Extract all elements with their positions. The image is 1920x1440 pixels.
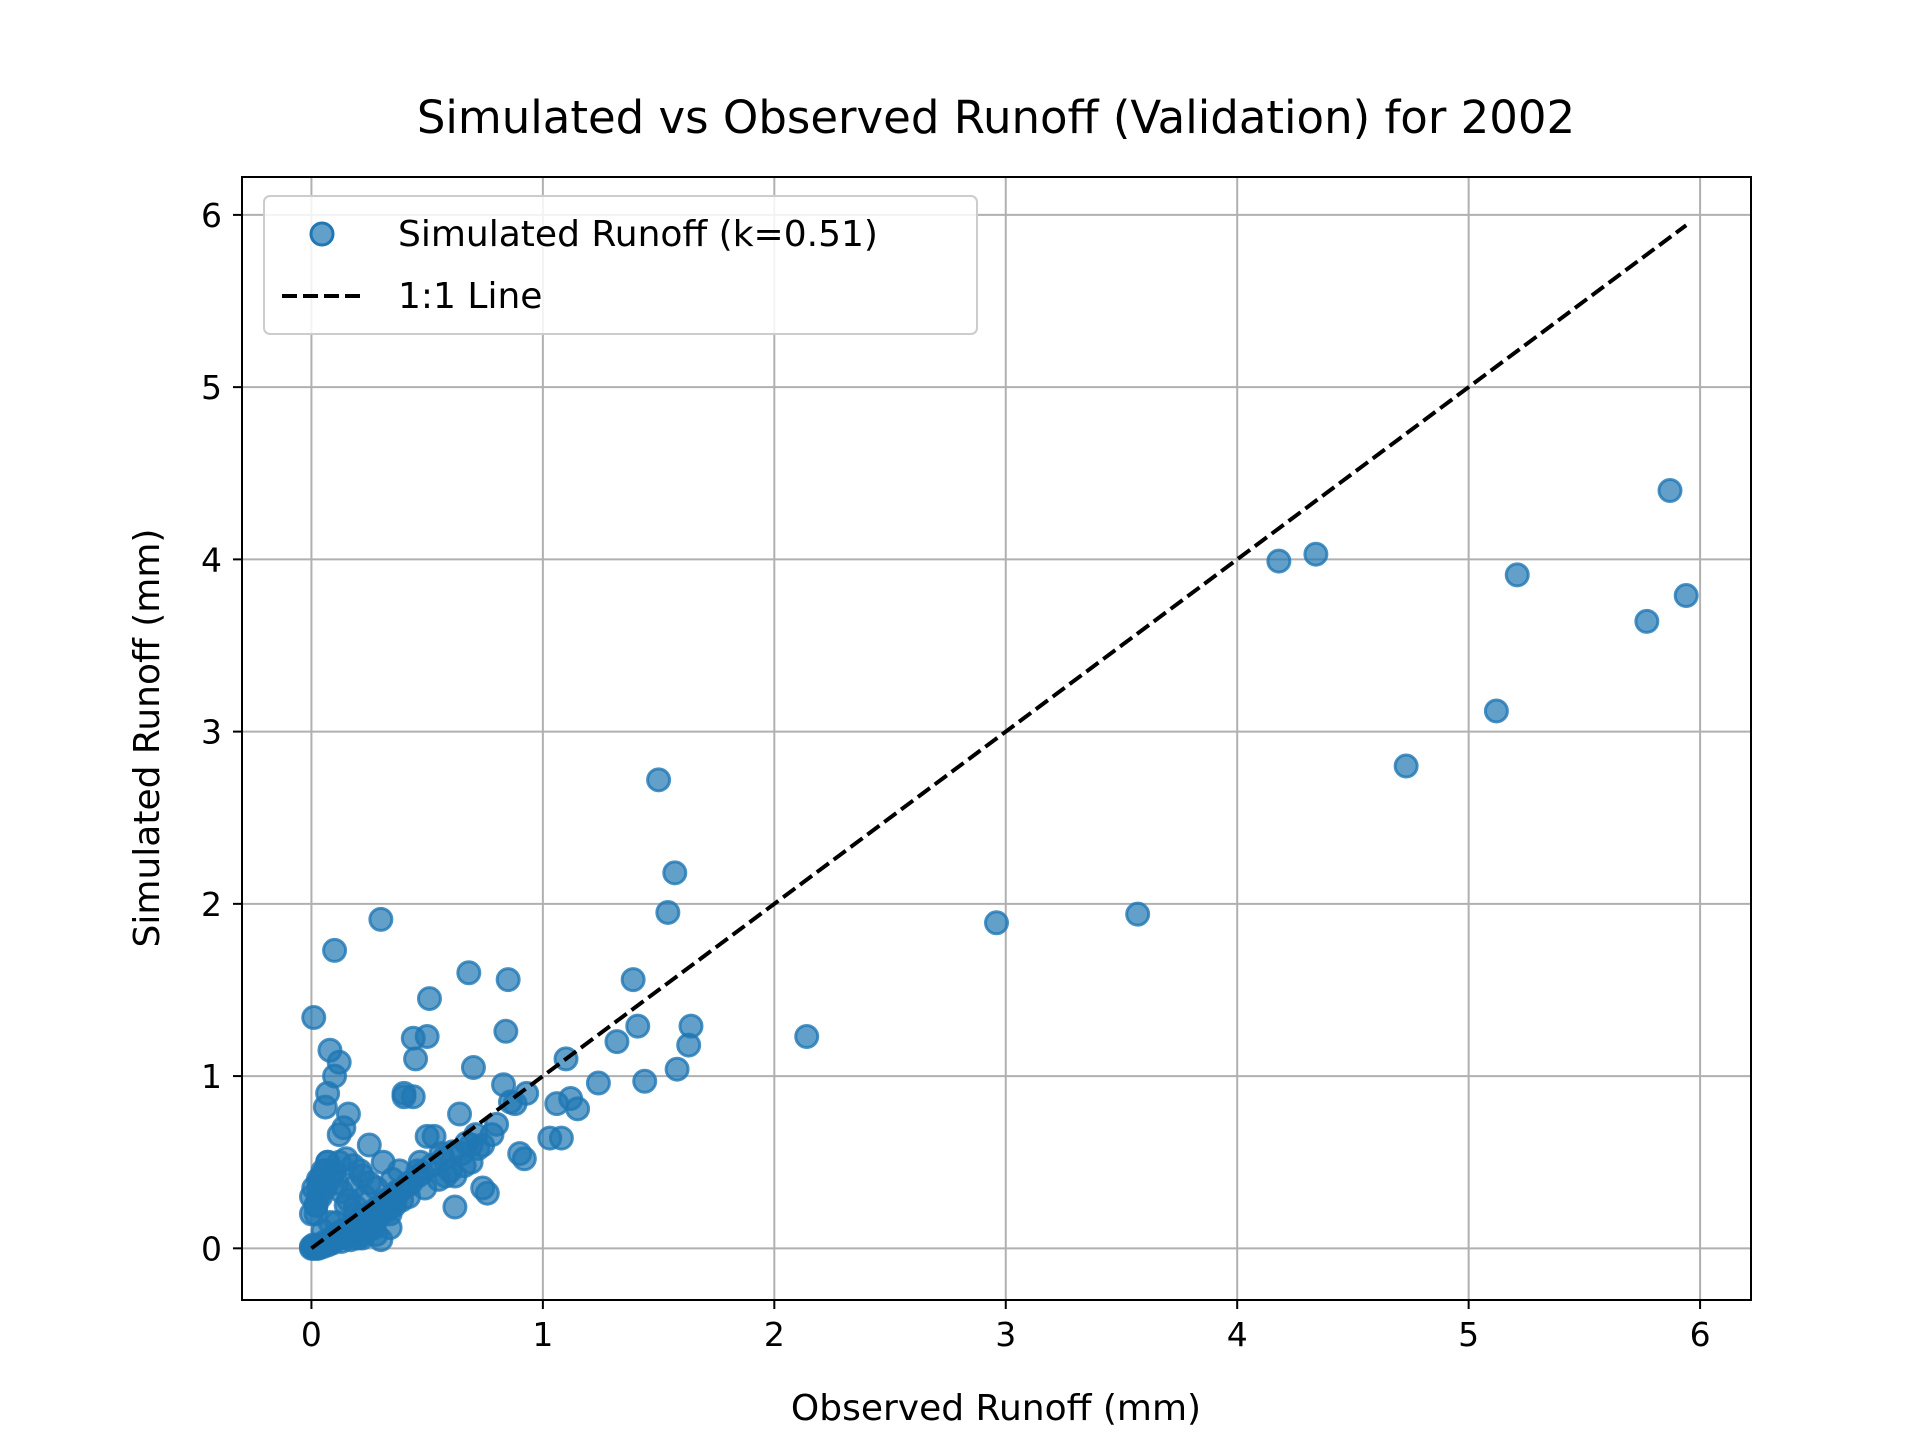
legend-scatter-marker [309, 221, 335, 247]
x-axis-label: Observed Runoff (mm) [791, 1388, 1201, 1429]
scatter-point [585, 1070, 611, 1096]
x-tick-label: 5 [1458, 1315, 1479, 1354]
x-tick-label: 4 [1227, 1315, 1248, 1354]
scatter-point [322, 937, 348, 963]
scatter-point [511, 1146, 537, 1172]
scatter-point [315, 1080, 341, 1106]
scatter-point [646, 767, 672, 793]
scatter-point [537, 1125, 563, 1151]
scatter-point [1125, 901, 1151, 927]
y-tick-label: 5 [201, 368, 222, 407]
plot-area-frame [241, 176, 1752, 1301]
scatter-point [984, 910, 1009, 936]
scatter-point [460, 1054, 486, 1080]
scatter-point [370, 1149, 396, 1175]
scatter-point [447, 1101, 473, 1127]
y-tick-label: 2 [201, 885, 222, 924]
y-tick-label: 1 [201, 1057, 222, 1096]
scatter-point [326, 1122, 352, 1148]
scatter-point [403, 1046, 429, 1072]
scatter-point [662, 860, 688, 886]
x-tick-label: 1 [532, 1315, 553, 1354]
scatter-point [1266, 548, 1292, 574]
axis-ticks: 0 1 2 3 4 5 6 0 1 2 3 4 5 6 [201, 196, 1711, 1354]
y-tick-label: 4 [201, 540, 222, 579]
scatter-point [1634, 608, 1660, 634]
one-to-one-line [310, 223, 1688, 1250]
scatter-point [1483, 698, 1509, 724]
scatter-point [442, 1194, 468, 1220]
scatter-point [676, 1032, 702, 1058]
scatter-point [1393, 753, 1419, 779]
legend-box [263, 195, 978, 335]
scatter-point [1673, 583, 1699, 609]
legend: Simulated Runoff (k=0.51) 1:1 Line [263, 195, 978, 335]
chart-title: Simulated vs Observed Runoff (Validation… [417, 91, 1575, 144]
scatter-point [391, 1080, 417, 1106]
scatter-point [604, 1029, 630, 1055]
scatter-point [400, 1025, 426, 1051]
scatter-point [1504, 562, 1530, 588]
grid-lines [242, 177, 1751, 1300]
scatter-point [625, 1013, 651, 1039]
x-tick-label: 0 [301, 1315, 322, 1354]
scatter-point [368, 906, 394, 932]
scatter-point [1303, 541, 1329, 567]
reference-line [310, 223, 1688, 1250]
scatter-point [565, 1096, 591, 1122]
scatter-point [317, 1037, 343, 1063]
scatter-point [356, 1170, 382, 1196]
x-tick-label: 3 [995, 1315, 1016, 1354]
scatter-point [414, 1123, 440, 1149]
scatter-point [655, 899, 681, 925]
y-tick-label: 3 [201, 713, 222, 752]
legend-label-one-to-one: 1:1 Line [398, 276, 542, 317]
legend-label-simulated: Simulated Runoff (k=0.51) [398, 214, 878, 255]
scatter-point [544, 1091, 570, 1117]
scatter-point [456, 960, 482, 986]
data-points [298, 477, 1699, 1261]
y-axis-label: Simulated Runoff (mm) [127, 529, 168, 948]
y-tick-label: 0 [201, 1229, 222, 1268]
y-tick-label: 6 [201, 196, 222, 235]
scatter-point [664, 1056, 690, 1082]
scatter-point [493, 1018, 519, 1044]
scatter-point [470, 1175, 496, 1201]
scatter-point [632, 1068, 658, 1094]
scatter-point [1657, 477, 1683, 503]
scatter-point [301, 1005, 327, 1031]
x-tick-label: 2 [764, 1315, 785, 1354]
scatter-point [382, 1187, 408, 1213]
scatter-point [495, 967, 521, 993]
x-tick-label: 6 [1690, 1315, 1711, 1354]
scatter-point [794, 1023, 820, 1049]
scatter-point [442, 1163, 468, 1189]
scatter-point [620, 967, 646, 993]
scatter-point [356, 1132, 382, 1158]
scatter-point [463, 1122, 489, 1148]
scatter-point [416, 986, 442, 1012]
